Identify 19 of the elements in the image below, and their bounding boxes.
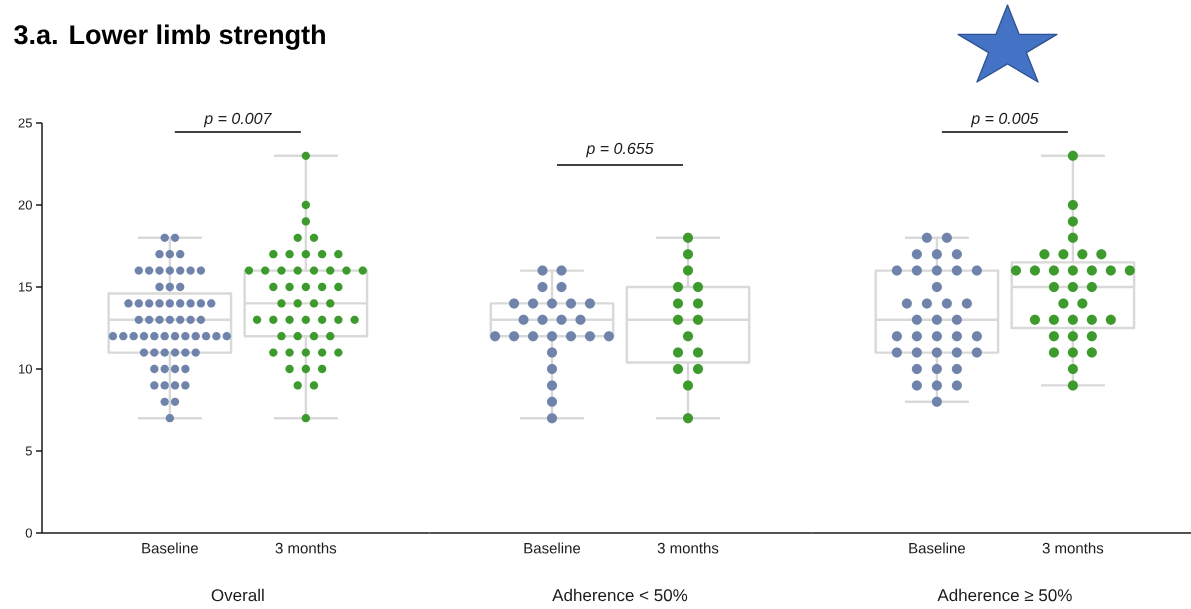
y-tick-label: 0 bbox=[25, 528, 32, 538]
x-tick-label: Baseline bbox=[524, 542, 581, 554]
y-tick-label: 15 bbox=[19, 282, 32, 292]
x-tick-label: Baseline bbox=[909, 542, 965, 554]
x-tick-label: 3 months bbox=[1042, 542, 1104, 554]
annotation: p = 0.007 bbox=[203, 112, 272, 128]
annotation: p = 0.655 bbox=[586, 142, 654, 158]
x-tick-label: Baseline bbox=[142, 542, 198, 554]
x-axis-title: Adherence ≥ 50% bbox=[937, 588, 1072, 602]
x-axis-title: Overall bbox=[211, 588, 264, 602]
y-tick-label: 5 bbox=[25, 446, 32, 456]
y-tick-label: 20 bbox=[18, 200, 32, 210]
chart-title: 3.a. Lower limb strength bbox=[14, 24, 325, 50]
annotation: p = 0.005 bbox=[970, 112, 1039, 128]
y-tick-label: 25 bbox=[18, 118, 32, 128]
x-axis-title: Adherence < 50% bbox=[552, 588, 688, 602]
y-tick-label: 10 bbox=[19, 364, 32, 374]
x-tick-label: 3 months bbox=[657, 542, 719, 554]
x-tick-label: 3 months bbox=[275, 542, 337, 554]
